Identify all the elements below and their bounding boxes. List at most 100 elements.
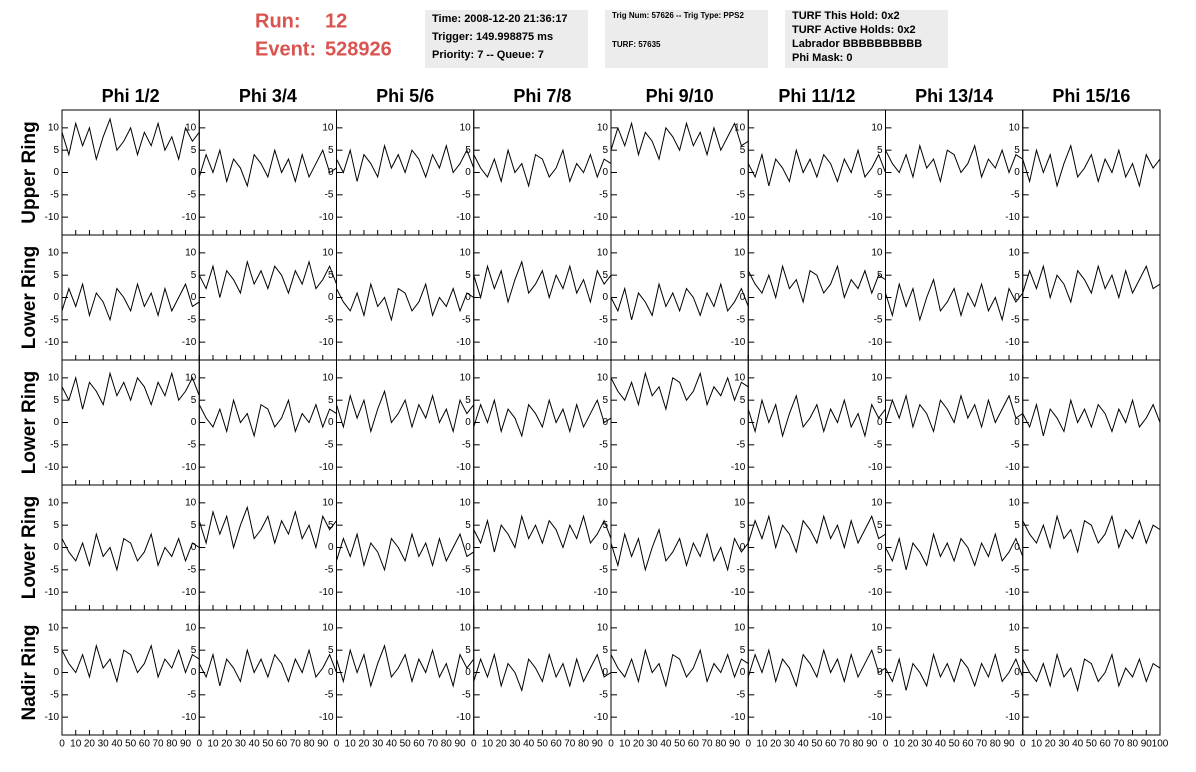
panel-frame	[61, 359, 200, 486]
y-tick-label: -10	[319, 462, 334, 473]
x-tick-label: 50	[537, 739, 549, 750]
y-tick-label: 0	[877, 542, 883, 553]
waveform	[473, 398, 612, 438]
y-tick-label: 0	[1014, 542, 1020, 553]
info-text: TURF This Hold: 0x2	[792, 10, 900, 22]
x-tick-label: 40	[386, 739, 398, 750]
y-tick-label: 0	[53, 667, 59, 678]
y-tick-label: 0	[877, 167, 883, 178]
waveform	[885, 393, 1024, 434]
y-tick-label: -5	[325, 189, 334, 200]
x-tick-label: 70	[839, 739, 851, 750]
y-tick-label: -10	[594, 587, 609, 598]
y-tick-label: 10	[871, 372, 883, 383]
x-tick-label: 50	[125, 739, 137, 750]
x-tick-label: 40	[1072, 739, 1084, 750]
x-tick-label: 10	[1031, 739, 1043, 750]
x-tick-label: 0	[334, 739, 340, 750]
y-tick-label: 10	[734, 122, 746, 133]
y-tick-label: 0	[191, 417, 197, 428]
panel-frame	[61, 609, 200, 736]
y-tick-label: 10	[597, 247, 609, 258]
y-tick-label: 10	[48, 622, 60, 633]
y-tick-label: -5	[187, 189, 196, 200]
y-tick-label: 0	[877, 417, 883, 428]
y-tick-label: -10	[45, 212, 60, 223]
x-tick-label: 10	[70, 739, 82, 750]
y-tick-label: 5	[465, 520, 471, 531]
y-tick-label: 5	[191, 520, 197, 531]
panel-frame	[747, 609, 886, 736]
y-tick-label: -5	[1011, 689, 1020, 700]
y-tick-label: -10	[1005, 212, 1020, 223]
y-tick-label: 0	[53, 542, 59, 553]
x-tick-label: 70	[1113, 739, 1125, 750]
x-tick-label: 10	[619, 739, 631, 750]
y-tick-label: 5	[328, 145, 334, 156]
x-tick-label: 70	[153, 739, 165, 750]
y-tick-label: 10	[48, 122, 60, 133]
y-tick-label: -10	[319, 337, 334, 348]
y-tick-label: -10	[45, 462, 60, 473]
waveform	[61, 371, 200, 410]
x-tick-label: 40	[935, 739, 947, 750]
x-tick-label: 30	[235, 739, 247, 750]
y-tick-label: -5	[462, 189, 471, 200]
y-tick-label: 10	[871, 622, 883, 633]
column-title: Phi 3/4	[239, 86, 297, 106]
y-tick-label: 10	[734, 497, 746, 508]
y-tick-label: 0	[1014, 667, 1020, 678]
y-tick-label: 5	[602, 645, 608, 656]
x-tick-label: 60	[276, 739, 288, 750]
x-tick-label: 20	[770, 739, 782, 750]
y-tick-label: 5	[1014, 520, 1020, 531]
x-tick-label: 0	[59, 739, 65, 750]
y-tick-label: -10	[456, 587, 471, 598]
y-tick-label: -5	[874, 439, 883, 450]
y-tick-label: 0	[1014, 292, 1020, 303]
x-tick-label: 20	[1045, 739, 1057, 750]
y-tick-label: 10	[460, 247, 472, 258]
y-tick-label: 5	[602, 520, 608, 531]
waveform	[336, 282, 475, 322]
y-tick-label: 10	[185, 247, 197, 258]
y-tick-label: -10	[45, 587, 60, 598]
x-tick-label: 0	[745, 739, 751, 750]
y-tick-label: -10	[868, 462, 883, 473]
waveform	[198, 148, 337, 188]
y-tick-label: -10	[45, 712, 60, 723]
y-tick-label: 0	[740, 667, 746, 678]
y-tick-label: 0	[740, 417, 746, 428]
y-tick-label: -10	[319, 212, 334, 223]
panel-frame	[198, 609, 337, 736]
x-tick-label: 70	[290, 739, 302, 750]
y-tick-label: -10	[319, 712, 334, 723]
y-tick-label: 5	[877, 645, 883, 656]
y-tick-label: 10	[460, 372, 472, 383]
y-tick-label: 5	[1014, 395, 1020, 406]
x-tick-label: 0	[471, 739, 477, 750]
panel-frame	[336, 359, 475, 486]
waveform	[747, 393, 886, 438]
y-tick-label: 5	[740, 145, 746, 156]
panel-frame	[473, 234, 612, 361]
panel-frame	[198, 359, 337, 486]
panel-frame	[473, 609, 612, 736]
y-tick-label: 10	[1009, 247, 1021, 258]
panel-frame	[747, 109, 886, 236]
y-tick-label: 0	[602, 667, 608, 678]
y-tick-label: 10	[597, 372, 609, 383]
y-tick-label: 10	[460, 497, 472, 508]
y-tick-label: -5	[874, 189, 883, 200]
info-text: Trigger: 149.998875 ms	[432, 31, 553, 43]
waveform	[1022, 398, 1161, 437]
panel-frame	[885, 234, 1024, 361]
y-tick-label: -5	[599, 314, 608, 325]
y-tick-label: 10	[322, 622, 334, 633]
y-tick-label: -5	[187, 314, 196, 325]
y-tick-label: 5	[191, 145, 197, 156]
y-tick-label: 5	[53, 145, 59, 156]
y-tick-label: 0	[328, 167, 334, 178]
y-tick-label: 0	[328, 417, 334, 428]
y-tick-label: 10	[322, 122, 334, 133]
